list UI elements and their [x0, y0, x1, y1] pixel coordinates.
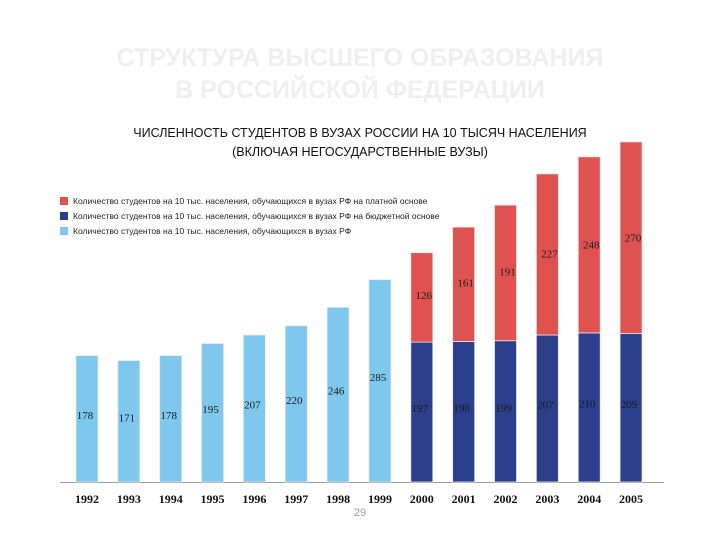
chart-title: ЧИСЛЕННОСТЬ СТУДЕНТОВ В ВУЗАХ РОССИИ НА … [0, 124, 720, 162]
x-tick-label: 1993 [117, 492, 141, 506]
data-label: 285 [370, 372, 387, 384]
data-label: 178 [160, 410, 177, 422]
x-tick-label: 1995 [201, 492, 225, 506]
slide-title: СТРУКТУРА ВЫСШЕГО ОБРАЗОВАНИЯ В РОССИЙСК… [0, 42, 720, 106]
bar-segment [410, 252, 434, 343]
legend-label: Количество студентов на 10 тыс. населени… [73, 225, 352, 236]
slide-title-line-2: В РОССИЙСКОЙ ФЕДЕРАЦИИ [175, 76, 545, 104]
chart-title-line-2: (ВКЛЮЧАЯ НЕГОСУДАРСТВЕННЫЕ ВУЗЫ) [232, 145, 488, 159]
data-label: 227 [541, 249, 558, 261]
data-label: 209 [621, 399, 638, 411]
x-tick-label: 1998 [326, 492, 350, 506]
data-label: 161 [457, 278, 474, 290]
legend-item: Количество студентов на 10 тыс. населени… [60, 194, 439, 207]
data-label: 207 [537, 400, 554, 412]
data-label: 220 [286, 395, 303, 407]
data-label: 171 [119, 412, 136, 424]
legend-item: Количество студентов на 10 тыс. населени… [60, 209, 439, 222]
x-tick-label: 1994 [159, 492, 183, 506]
x-tick-label: 1996 [242, 492, 266, 506]
legend-label: Количество студентов на 10 тыс. населени… [73, 210, 440, 221]
data-label: 210 [579, 398, 596, 410]
bar-segment [494, 204, 517, 342]
slide-title-line-1: СТРУКТУРА ВЫСШЕГО ОБРАЗОВАНИЯ [116, 44, 604, 72]
data-label: 246 [328, 386, 345, 398]
x-tick-label: 2000 [410, 492, 434, 506]
bar-segment [535, 173, 559, 336]
x-tick-label: 2005 [619, 492, 643, 506]
legend-swatch [60, 196, 68, 205]
data-label: 248 [583, 239, 600, 251]
data-label: 195 [202, 404, 219, 416]
data-label: 198 [453, 403, 470, 415]
x-tick-label: 2001 [452, 492, 476, 506]
bar-segment [368, 279, 392, 483]
x-tick-label: 2004 [577, 492, 601, 506]
bar-segment [619, 141, 643, 335]
bar-segment [242, 334, 266, 483]
legend-swatch [60, 211, 68, 220]
bar-segment [159, 355, 183, 483]
data-label: 270 [625, 233, 642, 245]
legend-swatch [60, 226, 68, 235]
bar-segment [117, 360, 141, 483]
bar-segment [452, 226, 476, 342]
x-tick-label: 1999 [368, 492, 392, 506]
data-label: 191 [499, 267, 516, 279]
bar-segment [201, 343, 224, 483]
x-tick-label: 2003 [535, 492, 559, 506]
x-tick-label: 1992 [75, 492, 99, 506]
bar-segment [75, 355, 99, 483]
data-label: 126 [416, 290, 433, 302]
legend-item: Количество студентов на 10 тыс. населени… [60, 224, 439, 237]
x-tick-label: 2002 [494, 492, 518, 506]
data-label: 199 [495, 402, 512, 414]
chart-legend: Количество студентов на 10 тыс. населени… [60, 194, 439, 239]
legend-label: Количество студентов на 10 тыс. населени… [73, 195, 428, 206]
bar-segment [577, 156, 601, 334]
data-label: 197 [412, 403, 429, 415]
page-number: 29 [353, 507, 367, 519]
bar-segment [284, 325, 308, 483]
x-tick-label: 1997 [284, 492, 308, 506]
data-label: 178 [77, 410, 94, 422]
chart-title-line-1: ЧИСЛЕННОСТЬ СТУДЕНТОВ В ВУЗАХ РОССИИ НА … [133, 126, 587, 140]
bar-segment [326, 306, 350, 483]
data-label: 207 [244, 400, 261, 412]
